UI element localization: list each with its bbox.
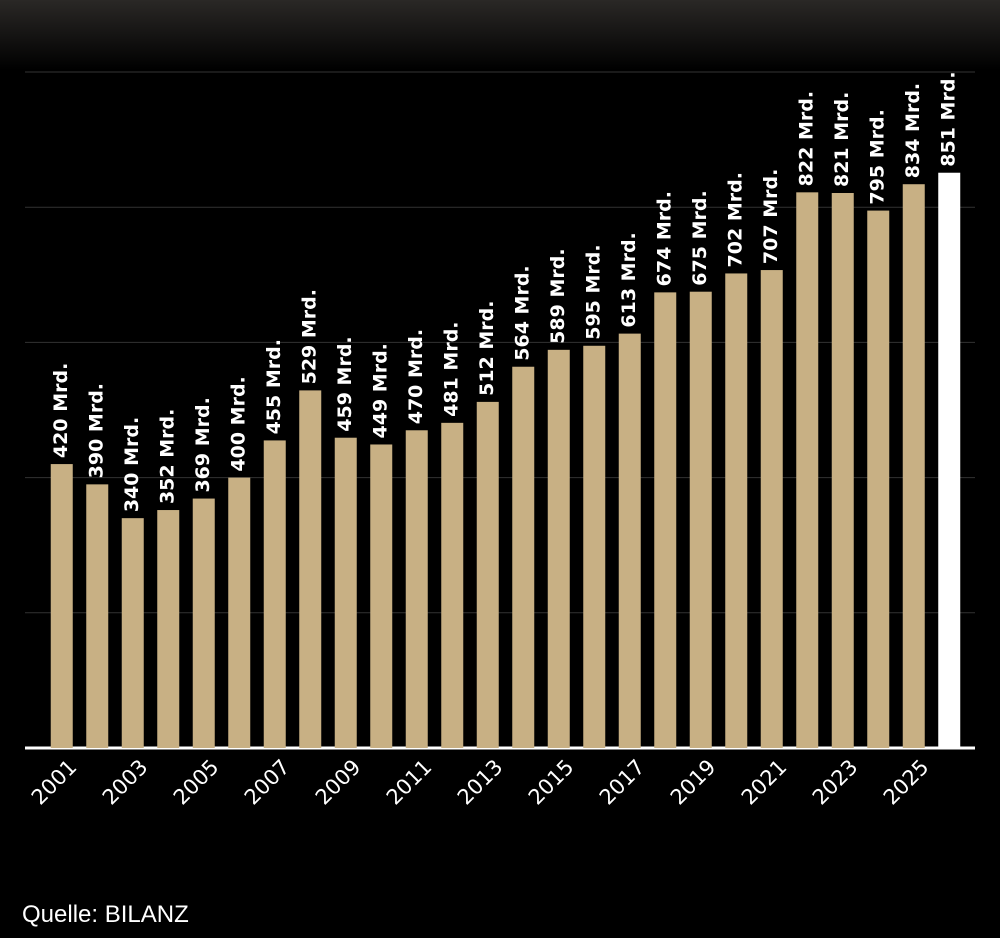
value-label: 340 Mrd. (121, 417, 143, 512)
x-tick-label: 2005 (169, 755, 224, 810)
bar (547, 349, 570, 748)
bar (370, 444, 393, 748)
value-label: 589 Mrd. (547, 248, 569, 343)
bar (121, 518, 144, 748)
x-tick-label: 2013 (453, 755, 508, 810)
x-tick-label: 2015 (524, 755, 579, 810)
value-label: 851 Mrd. (938, 71, 960, 166)
bar (476, 401, 499, 748)
value-label: 822 Mrd. (796, 91, 818, 186)
source: Quelle: BILANZ (22, 901, 189, 928)
value-label: 512 Mrd. (476, 301, 498, 396)
value-label: 675 Mrd. (689, 190, 711, 285)
bar (86, 484, 109, 748)
bar (405, 430, 428, 748)
value-label: 674 Mrd. (654, 191, 676, 286)
bar (50, 464, 73, 748)
value-label: 564 Mrd. (512, 265, 534, 360)
x-tick-label: 2019 (666, 755, 721, 810)
x-tick-label: 2017 (595, 755, 650, 810)
bar (228, 477, 251, 748)
value-label: 595 Mrd. (583, 244, 605, 339)
bar (831, 193, 854, 748)
value-label: 455 Mrd. (263, 339, 285, 434)
bar (938, 172, 961, 748)
bar (725, 273, 748, 748)
x-tick-label: 2025 (879, 755, 934, 810)
x-tick-label: 2021 (737, 755, 792, 810)
value-label: 449 Mrd. (370, 343, 392, 438)
bar (441, 422, 464, 748)
value-label: 834 Mrd. (902, 83, 924, 178)
top-fade (0, 0, 1000, 70)
value-label: 470 Mrd. (405, 329, 427, 424)
value-label: 400 Mrd. (228, 376, 250, 471)
bar (512, 366, 535, 748)
value-label: 459 Mrd. (334, 336, 356, 431)
value-label: 529 Mrd. (299, 289, 321, 384)
value-label: 369 Mrd. (192, 397, 214, 492)
value-label: 795 Mrd. (867, 109, 889, 204)
bar (902, 184, 925, 748)
value-label: 420 Mrd. (50, 363, 72, 458)
bar (192, 498, 215, 748)
x-tick-label: 2023 (808, 755, 863, 810)
value-label: 481 Mrd. (441, 321, 463, 416)
bar (760, 270, 783, 748)
bar (689, 291, 712, 748)
x-tick-label: 2011 (382, 755, 437, 810)
value-label: 702 Mrd. (725, 172, 747, 267)
value-label: 613 Mrd. (618, 232, 640, 327)
bar (157, 510, 180, 748)
bar (867, 210, 890, 748)
bar (334, 437, 357, 748)
x-tick-label: 2001 (27, 755, 82, 810)
bar (263, 440, 286, 748)
bar (654, 292, 677, 748)
value-label: 352 Mrd. (157, 409, 179, 504)
bar (299, 390, 322, 748)
bar (583, 345, 606, 748)
value-label: 707 Mrd. (760, 169, 782, 264)
x-tick-label: 2009 (311, 755, 366, 810)
value-label: 821 Mrd. (831, 92, 853, 187)
bar (618, 333, 641, 748)
x-tick-label: 2003 (98, 755, 153, 810)
x-tick-label: 2007 (240, 755, 295, 810)
bar (796, 192, 819, 748)
value-label: 390 Mrd. (86, 383, 108, 478)
